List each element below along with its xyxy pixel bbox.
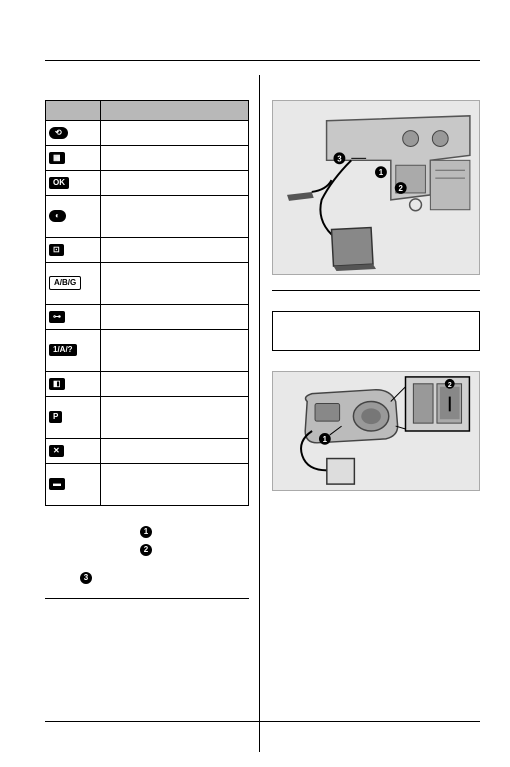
bar-icon: ▬	[49, 478, 65, 490]
desc-cell	[101, 330, 249, 372]
half-icon: ◧	[49, 378, 65, 390]
illustration-power-connection: 1 2 3	[272, 100, 480, 275]
mode-icon: 1/A/?	[49, 344, 77, 356]
desc-cell	[101, 146, 249, 171]
svg-text:2: 2	[399, 184, 404, 193]
two-column-layout: ⟲ ▦ OK ◐ ⊡	[45, 75, 480, 752]
note-box	[272, 311, 480, 351]
icon-cell: ⊶	[46, 305, 101, 330]
table-row: 1/A/?	[46, 330, 249, 372]
icon-cell: ◐	[46, 196, 101, 238]
icon-cell: A/B/G	[46, 263, 101, 305]
step-1: 1	[140, 524, 249, 542]
desc-cell	[101, 397, 249, 439]
manual-page: ⟲ ▦ OK ◐ ⊡	[0, 0, 510, 767]
grid-icon: ▦	[49, 152, 65, 164]
table-row: ⟲	[46, 121, 249, 146]
left-bottom-rule	[45, 598, 249, 599]
icon-cell: ▦	[46, 146, 101, 171]
desc-cell	[101, 196, 249, 238]
right-column: 1 2 3 2	[260, 75, 480, 752]
table-header-row	[46, 101, 249, 121]
svg-text:2: 2	[448, 382, 452, 389]
svg-text:1: 1	[323, 435, 328, 444]
table-row: ⊡	[46, 238, 249, 263]
ok-icon: OK	[49, 177, 69, 189]
table-row: ▬	[46, 464, 249, 506]
table-row: ◧	[46, 372, 249, 397]
icon-cell: ⊡	[46, 238, 101, 263]
x-icon: ✕	[49, 445, 64, 457]
bottom-rule	[45, 721, 480, 722]
icon-cell: ◧	[46, 372, 101, 397]
icon-cell: P	[46, 397, 101, 439]
icon-cell: ✕	[46, 439, 101, 464]
desc-cell	[101, 263, 249, 305]
svg-text:3: 3	[337, 154, 342, 163]
icon-cell: ⟲	[46, 121, 101, 146]
table-row: OK	[46, 171, 249, 196]
desc-cell	[101, 305, 249, 330]
desc-cell	[101, 238, 249, 263]
step-3: 3	[80, 570, 249, 588]
left-column: ⟲ ▦ OK ◐ ⊡	[45, 75, 260, 752]
desc-cell	[101, 372, 249, 397]
contrast-icon: ◐	[49, 210, 66, 222]
top-rule	[45, 60, 480, 61]
icon-cell: 1/A/?	[46, 330, 101, 372]
step-list: 1 2 3	[45, 524, 249, 588]
illustration-camera-battery: 2 1	[272, 371, 480, 491]
frame-icon: ⊡	[49, 244, 64, 256]
table-row: ⊶	[46, 305, 249, 330]
step-marker-2: 2	[140, 544, 152, 556]
step-2: 2	[140, 542, 249, 560]
svg-text:1: 1	[379, 168, 384, 177]
table-row: ▦	[46, 146, 249, 171]
step-marker-1: 1	[140, 526, 152, 538]
key-icon: ⊶	[49, 311, 65, 323]
header-desc-col	[101, 101, 249, 121]
icon-cell: OK	[46, 171, 101, 196]
icon-reference-table: ⟲ ▦ OK ◐ ⊡	[45, 100, 249, 506]
refresh-icon: ⟲	[49, 127, 68, 139]
desc-cell	[101, 439, 249, 464]
p-icon: P	[49, 411, 62, 423]
step-marker-3: 3	[80, 572, 92, 584]
table-row: ✕	[46, 439, 249, 464]
icon-cell: ▬	[46, 464, 101, 506]
section-divider	[272, 290, 480, 291]
desc-cell	[101, 121, 249, 146]
abg-icon: A/B/G	[49, 276, 81, 290]
table-row: ◐	[46, 196, 249, 238]
table-row: A/B/G	[46, 263, 249, 305]
table-row: P	[46, 397, 249, 439]
desc-cell	[101, 171, 249, 196]
header-icon-col	[46, 101, 101, 121]
desc-cell	[101, 464, 249, 506]
